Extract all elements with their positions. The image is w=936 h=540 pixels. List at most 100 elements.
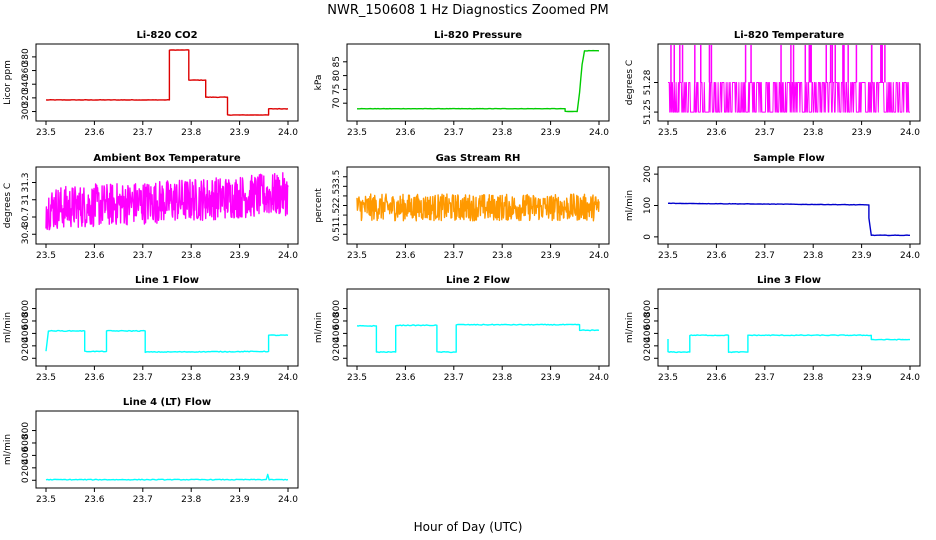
y-axis-label: ml/min xyxy=(3,434,13,465)
x-tick-label: 23.6 xyxy=(395,373,415,383)
y-tick-label: 600 xyxy=(21,434,31,451)
data-layer xyxy=(45,172,289,231)
data-layer xyxy=(667,202,910,237)
y-tick-label: 320 xyxy=(21,89,31,106)
chart-panel: Ambient Box Temperature degrees C 23.5 23.6… xyxy=(3,153,299,261)
x-tick-label: 23.9 xyxy=(541,128,561,138)
x-tick-label: 24.0 xyxy=(278,495,298,505)
x-tick-label: 23.6 xyxy=(706,128,726,138)
x-tick-label: 23.5 xyxy=(347,128,367,138)
y-tick-label: 100 xyxy=(643,197,653,214)
plot-frame xyxy=(35,166,299,245)
y-tick-label: 600 xyxy=(332,312,342,329)
data-series-line xyxy=(45,49,289,116)
data-layer xyxy=(356,193,600,222)
figure-title: NWR_150608 1 Hz Diagnostics Zoomed PM xyxy=(327,3,609,18)
x-tick-label: 23.8 xyxy=(492,128,512,138)
x-tick-label: 23.8 xyxy=(181,128,201,138)
y-tick-label: 200 xyxy=(643,337,653,354)
x-tick-label: 23.8 xyxy=(181,495,201,505)
panel-title: Ambient Box Temperature xyxy=(93,153,240,164)
y-tick-label: 1 xyxy=(332,222,342,228)
y-tick-label: 31 xyxy=(21,194,31,205)
panel-title: Gas Stream RH xyxy=(436,153,521,164)
x-tick-label: 23.8 xyxy=(181,373,201,383)
x-tick-label: 24.0 xyxy=(278,251,298,261)
x-tick-label: 23.7 xyxy=(444,251,464,261)
y-tick-label: 3.5 xyxy=(332,170,342,184)
x-tick-label: 24.0 xyxy=(900,373,920,383)
y-tick-label: 800 xyxy=(21,422,31,439)
y-tick-label: 600 xyxy=(643,312,653,329)
x-tick-label: 23.5 xyxy=(658,373,678,383)
data-series-line xyxy=(45,172,289,231)
chart-panel: Li-820 Temperature degrees C 23.5 23.6 23.7 2… xyxy=(625,30,921,138)
x-tick-label: 23.8 xyxy=(803,128,823,138)
y-tick-label: 400 xyxy=(21,325,31,342)
plot-frame xyxy=(35,410,299,489)
x-tick-label: 24.0 xyxy=(589,251,609,261)
plot-frame xyxy=(35,288,299,367)
y-tick-label: 380 xyxy=(21,48,31,65)
figure-x-axis-label: Hour of Day (UTC) xyxy=(414,520,523,534)
x-tick-label: 23.6 xyxy=(706,251,726,261)
x-tick-label: 23.8 xyxy=(803,251,823,261)
x-tick-label: 23.7 xyxy=(133,128,153,138)
plot-frame xyxy=(657,288,921,367)
y-axis-label: ml/min xyxy=(625,312,635,343)
y-axis-label: ml/min xyxy=(625,190,635,221)
x-tick-label: 23.5 xyxy=(658,128,678,138)
chart-panel: Sample Flow ml/min 23.5 23.6 23.7 23.8 23.9 24.… xyxy=(625,153,921,261)
plot-frame xyxy=(657,166,921,245)
chart-panel: Line 1 Flow ml/min 23.5 23.6 23.7 23.8 23.9 24.… xyxy=(3,275,299,383)
panel-title: Li-820 Temperature xyxy=(734,30,844,41)
plot-frame xyxy=(35,43,299,122)
y-tick-label: 0 xyxy=(21,355,31,361)
y-tick-label: 2 xyxy=(332,203,342,209)
y-tick-label: 0 xyxy=(332,355,342,361)
x-tick-label: 23.8 xyxy=(492,373,512,383)
x-tick-label: 23.6 xyxy=(84,128,104,138)
x-tick-label: 23.7 xyxy=(444,373,464,383)
chart-panel: Line 3 Flow ml/min 23.5 23.6 23.7 23.8 23.9 24.… xyxy=(625,275,921,383)
y-tick-label: 0 xyxy=(643,234,653,240)
x-tick-label: 23.5 xyxy=(347,373,367,383)
chart-panel: Line 4 (LT) Flow ml/min 23.5 23.6 23.7 23.8 23… xyxy=(3,397,299,505)
y-tick-label: 200 xyxy=(21,459,31,476)
panel-title: Sample Flow xyxy=(753,153,825,164)
data-layer xyxy=(356,323,600,354)
x-tick-label: 23.6 xyxy=(395,128,415,138)
y-axis-label: kPa xyxy=(314,75,324,91)
y-tick-label: 1.5 xyxy=(332,208,342,222)
x-tick-label: 23.9 xyxy=(852,128,872,138)
data-layer xyxy=(357,49,600,113)
x-tick-label: 23.8 xyxy=(803,373,823,383)
x-tick-label: 23.5 xyxy=(36,251,56,261)
x-tick-label: 23.9 xyxy=(541,251,561,261)
x-tick-label: 24.0 xyxy=(900,128,920,138)
y-tick-label: 0 xyxy=(21,477,31,483)
chart-panel: Li-820 CO2 Licor ppm 23.5 23.6 23.7 23.8 23.9 2… xyxy=(3,30,299,138)
y-tick-label: 51.25 xyxy=(643,99,653,125)
x-tick-label: 23.9 xyxy=(852,373,872,383)
x-tick-label: 23.9 xyxy=(230,373,250,383)
data-layer xyxy=(667,334,910,354)
chart-panel: Li-820 Pressure kPa 23.5 23.6 23.7 23.8 23.9 24… xyxy=(314,30,610,138)
x-tick-label: 23.5 xyxy=(658,251,678,261)
y-axis-label: degrees C xyxy=(3,183,13,228)
y-tick-label: 30.7 xyxy=(21,207,31,227)
x-tick-label: 23.9 xyxy=(852,251,872,261)
y-tick-label: 3 xyxy=(332,183,342,189)
x-tick-label: 23.7 xyxy=(133,373,153,383)
y-tick-label: 200 xyxy=(21,337,31,354)
x-tick-label: 23.8 xyxy=(181,251,201,261)
y-tick-label: 51.28 xyxy=(643,69,653,95)
y-tick-label: 31.3 xyxy=(21,172,31,192)
plot-frame xyxy=(346,43,610,122)
y-tick-label: 400 xyxy=(332,325,342,342)
panel-title: Line 1 Flow xyxy=(135,275,199,286)
y-tick-label: 400 xyxy=(643,325,653,342)
data-series-line xyxy=(356,193,600,222)
y-tick-label: 600 xyxy=(21,312,31,329)
x-tick-label: 24.0 xyxy=(589,373,609,383)
